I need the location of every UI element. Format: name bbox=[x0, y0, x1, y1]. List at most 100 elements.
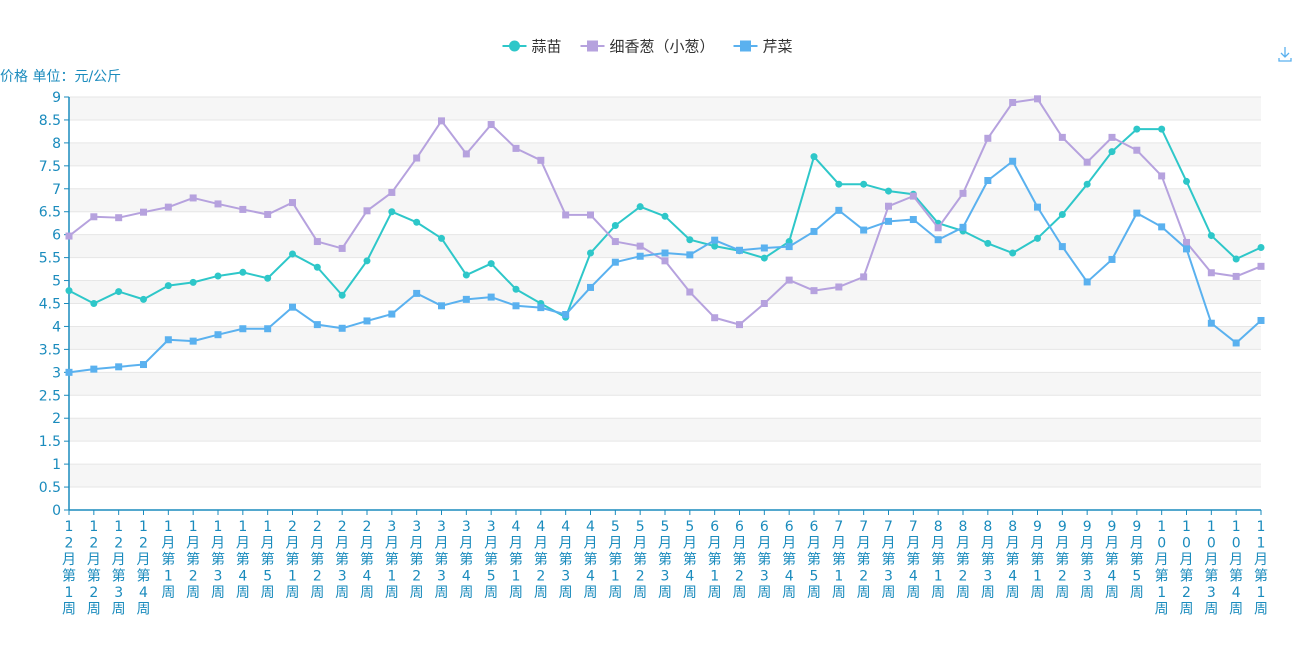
data-point[interactable] bbox=[1257, 316, 1265, 324]
data-point[interactable] bbox=[289, 199, 296, 207]
data-point[interactable] bbox=[512, 302, 520, 310]
data-point[interactable] bbox=[1183, 238, 1190, 246]
data-point[interactable] bbox=[462, 295, 470, 303]
data-point[interactable] bbox=[1034, 203, 1041, 211]
data-point[interactable] bbox=[462, 271, 470, 279]
data-point[interactable] bbox=[785, 276, 793, 284]
data-point[interactable] bbox=[1133, 146, 1141, 154]
data-point[interactable] bbox=[239, 205, 247, 213]
data-point[interactable] bbox=[1183, 245, 1190, 253]
data-point[interactable] bbox=[164, 282, 172, 290]
data-point[interactable] bbox=[587, 249, 594, 257]
data-point[interactable] bbox=[438, 234, 445, 242]
data-point[interactable] bbox=[1232, 255, 1240, 263]
data-point[interactable] bbox=[388, 188, 396, 196]
data-point[interactable] bbox=[1108, 148, 1116, 156]
data-point[interactable] bbox=[587, 283, 594, 291]
data-point[interactable] bbox=[115, 363, 123, 371]
data-point[interactable] bbox=[313, 321, 321, 329]
data-point[interactable] bbox=[1058, 243, 1066, 251]
data-point[interactable] bbox=[835, 283, 843, 291]
data-point[interactable] bbox=[934, 236, 942, 244]
data-point[interactable] bbox=[562, 311, 570, 319]
data-point[interactable] bbox=[164, 203, 172, 211]
data-point[interactable] bbox=[189, 278, 197, 286]
data-point[interactable] bbox=[487, 121, 495, 129]
data-point[interactable] bbox=[1133, 209, 1141, 217]
data-point[interactable] bbox=[611, 221, 619, 229]
data-point[interactable] bbox=[686, 251, 694, 259]
data-point[interactable] bbox=[562, 211, 570, 219]
data-point[interactable] bbox=[760, 244, 768, 252]
data-point[interactable] bbox=[289, 250, 296, 258]
data-point[interactable] bbox=[189, 337, 197, 345]
data-point[interactable] bbox=[810, 287, 818, 295]
data-point[interactable] bbox=[959, 223, 967, 231]
data-point[interactable] bbox=[661, 212, 669, 220]
data-point[interactable] bbox=[860, 180, 868, 188]
data-point[interactable] bbox=[90, 365, 98, 373]
data-point[interactable] bbox=[438, 302, 445, 310]
data-point[interactable] bbox=[313, 263, 321, 271]
data-point[interactable] bbox=[1108, 255, 1116, 263]
data-point[interactable] bbox=[1034, 234, 1041, 242]
data-point[interactable] bbox=[1133, 125, 1141, 133]
legend[interactable]: 蒜苗 细香葱（小葱） 芹菜 bbox=[502, 38, 793, 56]
data-point[interactable] bbox=[239, 325, 247, 333]
data-point[interactable] bbox=[214, 331, 222, 339]
data-point[interactable] bbox=[214, 272, 222, 280]
data-point[interactable] bbox=[909, 192, 917, 200]
data-point[interactable] bbox=[736, 321, 743, 329]
data-point[interactable] bbox=[810, 153, 818, 161]
data-point[interactable] bbox=[214, 200, 222, 208]
data-point[interactable] bbox=[984, 239, 992, 247]
data-point[interactable] bbox=[1009, 157, 1017, 165]
data-point[interactable] bbox=[686, 288, 694, 296]
data-point[interactable] bbox=[487, 293, 495, 301]
data-point[interactable] bbox=[189, 194, 197, 202]
data-point[interactable] bbox=[462, 150, 470, 158]
data-point[interactable] bbox=[487, 260, 495, 268]
data-point[interactable] bbox=[537, 304, 545, 312]
data-point[interactable] bbox=[1034, 95, 1041, 103]
data-point[interactable] bbox=[289, 303, 296, 311]
data-point[interactable] bbox=[388, 310, 396, 318]
data-point[interactable] bbox=[885, 217, 892, 225]
data-point[interactable] bbox=[1158, 223, 1166, 231]
legend-item-3[interactable]: 芹菜 bbox=[733, 38, 793, 56]
data-point[interactable] bbox=[264, 274, 272, 282]
data-point[interactable] bbox=[338, 244, 346, 252]
data-point[interactable] bbox=[1158, 172, 1166, 180]
data-point[interactable] bbox=[338, 291, 346, 299]
data-point[interactable] bbox=[313, 238, 321, 246]
data-point[interactable] bbox=[810, 227, 818, 235]
data-point[interactable] bbox=[363, 317, 371, 325]
data-point[interactable] bbox=[959, 189, 967, 197]
data-point[interactable] bbox=[661, 257, 669, 265]
data-point[interactable] bbox=[835, 180, 843, 188]
data-point[interactable] bbox=[1257, 262, 1265, 270]
data-point[interactable] bbox=[164, 336, 172, 344]
data-point[interactable] bbox=[239, 268, 247, 276]
data-point[interactable] bbox=[1257, 244, 1265, 252]
data-point[interactable] bbox=[413, 289, 421, 297]
data-point[interactable] bbox=[785, 243, 793, 251]
data-point[interactable] bbox=[65, 287, 73, 295]
data-point[interactable] bbox=[587, 211, 594, 219]
data-point[interactable] bbox=[885, 187, 892, 195]
data-point[interactable] bbox=[711, 242, 719, 250]
data-point[interactable] bbox=[115, 214, 123, 222]
data-point[interactable] bbox=[636, 252, 644, 260]
data-point[interactable] bbox=[1207, 269, 1215, 277]
data-point[interactable] bbox=[1158, 125, 1166, 133]
data-point[interactable] bbox=[760, 254, 768, 262]
data-point[interactable] bbox=[115, 288, 123, 296]
data-point[interactable] bbox=[686, 236, 694, 244]
legend-item-2[interactable]: 细香葱（小葱） bbox=[580, 38, 715, 56]
data-point[interactable] bbox=[835, 206, 843, 214]
data-point[interactable] bbox=[611, 238, 619, 246]
data-point[interactable] bbox=[363, 257, 371, 265]
data-point[interactable] bbox=[860, 226, 868, 234]
data-point[interactable] bbox=[1083, 180, 1091, 188]
data-point[interactable] bbox=[90, 213, 98, 221]
